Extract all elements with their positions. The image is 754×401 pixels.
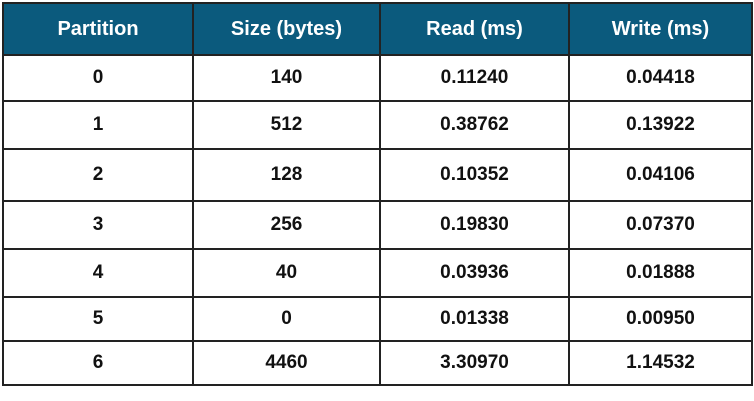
table-row: 4 40 0.03936 0.01888 — [2, 248, 753, 298]
cell-read: 0.38762 — [379, 100, 570, 150]
header-row: Partition Size (bytes) Read (ms) Write (… — [2, 2, 753, 56]
cell-write: 0.01888 — [568, 248, 753, 298]
table-row: 3 256 0.19830 0.07370 — [2, 200, 753, 250]
cell-partition: 6 — [2, 340, 194, 386]
cell-size: 256 — [192, 200, 381, 250]
cell-size: 512 — [192, 100, 381, 150]
table-row: 2 128 0.10352 0.04106 — [2, 148, 753, 202]
cell-partition: 4 — [2, 248, 194, 298]
cell-write: 0.07370 — [568, 200, 753, 250]
header-partition: Partition — [2, 2, 194, 56]
cell-write: 1.14532 — [568, 340, 753, 386]
table-row: 6 4460 3.30970 1.14532 — [2, 340, 753, 386]
cell-write: 0.04106 — [568, 148, 753, 202]
header-size: Size (bytes) — [192, 2, 381, 56]
cell-write: 0.00950 — [568, 296, 753, 342]
cell-size: 140 — [192, 54, 381, 102]
cell-partition: 5 — [2, 296, 194, 342]
cell-partition: 0 — [2, 54, 194, 102]
cell-write: 0.04418 — [568, 54, 753, 102]
header-read: Read (ms) — [379, 2, 570, 56]
cell-read: 3.30970 — [379, 340, 570, 386]
cell-write: 0.13922 — [568, 100, 753, 150]
cell-partition: 1 — [2, 100, 194, 150]
cell-read: 0.10352 — [379, 148, 570, 202]
cell-size: 128 — [192, 148, 381, 202]
cell-partition: 2 — [2, 148, 194, 202]
table-row: 0 140 0.11240 0.04418 — [2, 54, 753, 102]
cell-read: 0.11240 — [379, 54, 570, 102]
cell-size: 0 — [192, 296, 381, 342]
cell-size: 4460 — [192, 340, 381, 386]
cell-read: 0.01338 — [379, 296, 570, 342]
cell-size: 40 — [192, 248, 381, 298]
table-row: 5 0 0.01338 0.00950 — [2, 296, 753, 342]
cell-read: 0.19830 — [379, 200, 570, 250]
header-write: Write (ms) — [568, 2, 753, 56]
partition-table: Partition Size (bytes) Read (ms) Write (… — [2, 2, 753, 386]
cell-read: 0.03936 — [379, 248, 570, 298]
cell-partition: 3 — [2, 200, 194, 250]
table-row: 1 512 0.38762 0.13922 — [2, 100, 753, 150]
